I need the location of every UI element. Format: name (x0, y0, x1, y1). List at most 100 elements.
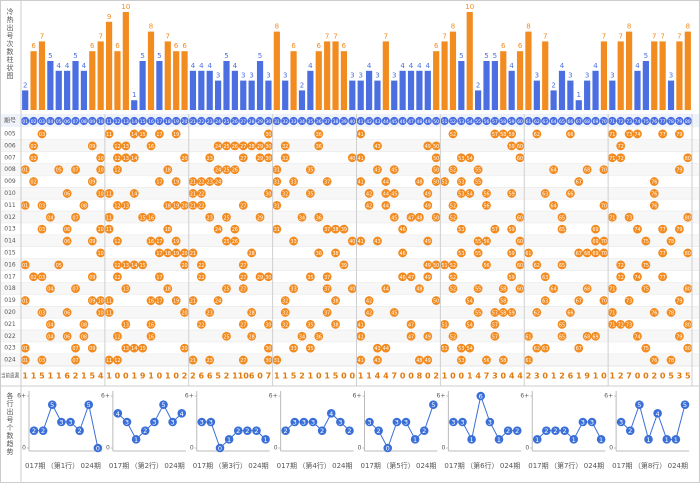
hit-label: 69 (592, 239, 598, 245)
trend-point (215, 443, 225, 453)
hit-label: 33 (291, 180, 297, 186)
miss-value: 7 (484, 372, 490, 381)
trend-point (383, 443, 393, 453)
bar (365, 70, 373, 110)
hit-ball (532, 308, 542, 317)
trend-point (476, 391, 486, 401)
bar-label: 3 (350, 72, 354, 80)
bar-label: 5 (48, 52, 52, 60)
hit-ball (524, 248, 533, 258)
hit-ball (20, 200, 30, 210)
hit-label: 42 (366, 191, 372, 197)
hit-label: 51 (442, 180, 448, 186)
hit-ball (331, 319, 340, 329)
hit-label: 53 (458, 191, 464, 197)
miss-value: 1 (551, 372, 557, 381)
trend-point (93, 443, 103, 453)
point-label: 3 (302, 419, 306, 427)
hit-ball (196, 189, 206, 198)
hit-ball (490, 224, 500, 234)
point-label: 3 (338, 419, 342, 427)
bar (30, 51, 37, 110)
number-label: 06 (64, 119, 70, 125)
hit-label: 49 (425, 239, 431, 245)
miss-value: 2 (618, 372, 624, 381)
hit-ball (415, 355, 424, 365)
point-label: 2 (143, 427, 147, 435)
number-ball (289, 116, 298, 126)
miss-value: 2 (559, 372, 565, 381)
bar-label: 4 (593, 62, 598, 70)
hit-label: 17 (156, 239, 162, 245)
bar (114, 51, 121, 110)
point-label: 3 (200, 419, 204, 427)
bar (684, 31, 691, 111)
miss-value: 1 (282, 372, 288, 381)
number-label: 16 (148, 119, 154, 125)
number-ball (557, 116, 567, 126)
number-label: 71 (609, 119, 615, 125)
bar-label: 6 (317, 42, 322, 50)
miss-value: 9 (584, 372, 590, 381)
hit-label: 27 (240, 263, 246, 269)
miss-value: 1 (274, 372, 280, 381)
hit-ball (146, 296, 156, 305)
trend-point (365, 417, 374, 427)
hit-label: 79 (676, 334, 682, 340)
number-ball (63, 116, 72, 126)
hit-label: 43 (374, 239, 380, 245)
point-label: 1 (665, 436, 669, 444)
hit-label: 54 (467, 156, 473, 162)
miss-value: 7 (626, 372, 632, 381)
period-label: 022 (4, 333, 16, 340)
bar (550, 90, 557, 110)
bar-label: 4 (308, 62, 313, 70)
number-ball (29, 116, 38, 126)
bar (542, 41, 549, 110)
hit-ball (456, 355, 466, 365)
hit-label: 79 (676, 227, 682, 233)
trend-point (261, 435, 270, 444)
hit-label: 36 (316, 132, 322, 138)
hit-ball (498, 296, 508, 305)
point-label: 1 (646, 436, 650, 444)
hit-label: 30 (265, 132, 271, 138)
point-label: 3 (125, 419, 129, 427)
hit-ball (121, 319, 131, 329)
hit-ball (649, 177, 659, 186)
trend-point (308, 417, 318, 427)
hit-ball (557, 212, 567, 222)
hit-label: 52 (450, 275, 456, 281)
hit-ball (591, 248, 600, 258)
hit-label: 47 (408, 275, 414, 281)
bar-label: 3 (266, 72, 270, 80)
hit-label: 05 (56, 263, 62, 269)
hit-label: 57 (492, 227, 498, 233)
hit-ball (557, 319, 567, 329)
number-ball (79, 116, 89, 126)
hit-label: 30 (265, 275, 271, 281)
period-label: 011 (4, 202, 16, 209)
hit-label: 41 (358, 132, 364, 138)
bar (458, 61, 465, 110)
hit-ball (121, 200, 131, 210)
miss-value: 0 (450, 372, 456, 381)
bar-label: 7 (602, 32, 606, 40)
bar (97, 41, 104, 110)
hit-ball (364, 189, 374, 198)
hit-label: 22 (198, 180, 204, 186)
miss-value: 2 (224, 372, 230, 381)
point-label: 3 (488, 419, 492, 427)
trend-point (625, 426, 635, 435)
hit-label: 67 (576, 346, 582, 352)
miss-value: 4 (475, 372, 481, 381)
miss-value: 1 (593, 372, 599, 381)
trend-point (290, 417, 300, 427)
hit-label: 21 (190, 203, 196, 209)
hit-label: 39 (341, 227, 347, 233)
miss-value: 0 (173, 372, 179, 381)
hit-ball (104, 224, 114, 234)
hit-ball (607, 284, 617, 294)
bar (147, 31, 155, 111)
hit-ball (96, 153, 106, 163)
